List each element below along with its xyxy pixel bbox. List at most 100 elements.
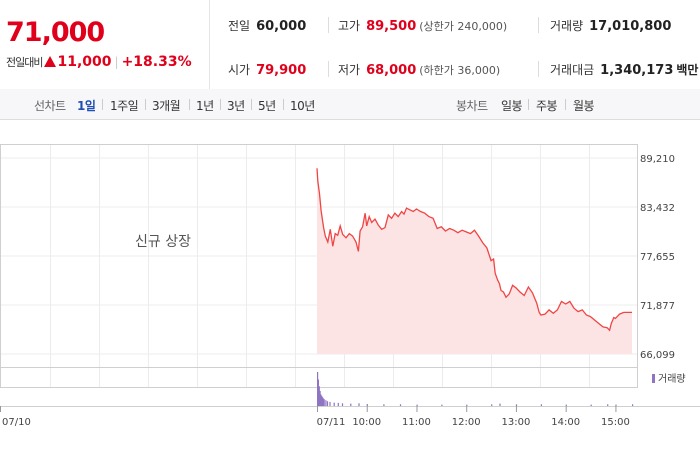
tab-weekly-candle[interactable]: 주봉 (536, 99, 558, 113)
tab-monthly-candle[interactable]: 월봉 (573, 99, 595, 113)
volume-bar (383, 404, 385, 406)
volume-bar (318, 386, 320, 406)
tab-5y[interactable]: 5년 (258, 99, 276, 113)
volume-bar (358, 403, 360, 406)
up-triangle-icon (44, 56, 57, 67)
volume-bar (416, 404, 418, 406)
stat-divider (328, 17, 329, 33)
volume-bar (329, 401, 331, 406)
x-tick-label: 12:00 (452, 417, 481, 428)
current-price: 71,000 (6, 17, 105, 48)
stat-value: 60,000 (256, 19, 307, 34)
price-line (316, 168, 632, 332)
stat-sub: (하한가 36,000) (419, 64, 501, 77)
tab-1w[interactable]: 1주일 (110, 99, 139, 113)
volume-bar (321, 395, 323, 406)
volume-bar (491, 404, 493, 406)
y-tick-label: 71,877 (640, 301, 675, 312)
stat-divider (328, 61, 329, 77)
volume-bars (317, 372, 634, 406)
volume-bar (515, 404, 518, 406)
volume-bar (333, 402, 335, 406)
stat-prev-close: 전일 60,000 (228, 17, 306, 34)
stat-unit: 백만 (676, 63, 699, 77)
volume-bar (317, 372, 319, 406)
stat-value: 79,900 (256, 63, 307, 78)
stat-value: 89,500 (366, 19, 417, 34)
change-rate: +18.33% (121, 54, 192, 70)
stat-label: 저가 (338, 63, 361, 77)
tab-1y[interactable]: 1년 (196, 99, 214, 113)
stat-open: 시가 79,900 (228, 61, 306, 78)
x-tick-label: 07/11 (317, 417, 346, 428)
tab-divider (189, 99, 190, 110)
y-tick-label: 66,099 (640, 350, 675, 361)
volume-bar (615, 404, 617, 406)
x-axis-labels: 07/10 07/11 10:00 11:00 12:00 13:00 14:00 15:00 (0, 406, 630, 428)
line-chart-label: 선차트 (34, 99, 66, 113)
stat-label: 거래량 (550, 19, 584, 33)
stat-label: 거래대금 (550, 63, 595, 77)
stat-value: 17,010,800 (589, 19, 672, 34)
tab-3m[interactable]: 3개월 (152, 99, 181, 113)
stat-value: 68,000 (366, 63, 417, 78)
stat-sub: (상한가 240,000) (419, 20, 508, 33)
volume-bar (499, 403, 501, 406)
listing-annotation: 신규 상장 (135, 234, 191, 250)
volume-bar (565, 404, 567, 406)
volume-bar (441, 404, 443, 406)
volume-bar (322, 397, 324, 406)
volume-bar (325, 400, 327, 406)
change-amount: 11,000 (57, 54, 112, 70)
tab-divider (283, 99, 284, 110)
y-axis-labels: 89,210 83,432 77,655 71,877 66,099 (640, 154, 675, 361)
tab-daily-candle[interactable]: 일봉 (501, 99, 523, 113)
volume-bar (319, 391, 321, 406)
stat-trade-value: 거래대금 1,340,173 백만 (550, 61, 698, 78)
y-tick-label: 83,432 (640, 203, 675, 214)
tab-divider (251, 99, 252, 110)
volume-bar (632, 404, 634, 406)
volume-bar (322, 398, 324, 406)
volume-bar (607, 404, 609, 406)
tab-10y[interactable]: 10년 (290, 99, 315, 113)
volume-bar (590, 404, 592, 406)
change-divider: | (114, 55, 119, 69)
stat-volume: 거래량 17,010,800 (550, 17, 671, 34)
tab-1d[interactable]: 1일 (77, 99, 96, 113)
tab-divider (102, 99, 103, 110)
stat-high: 고가 89,500 (상한가 240,000) (338, 17, 507, 34)
stat-low: 저가 68,000 (하한가 36,000) (338, 61, 500, 78)
tab-3y[interactable]: 3년 (227, 99, 245, 113)
x-tick-label: 11:00 (402, 417, 431, 428)
tab-divider (145, 99, 146, 110)
y-tick-label: 89,210 (640, 154, 675, 165)
volume-bar (540, 404, 542, 406)
stat-divider (538, 17, 539, 33)
price-chart: 89,210 83,432 77,655 71,877 66,099 신규 상장 거래량… (0, 144, 700, 428)
volume-bar (323, 399, 325, 406)
tab-divider (220, 99, 221, 110)
volume-bar (326, 401, 329, 406)
stat-label: 고가 (338, 19, 361, 33)
stat-divider (538, 61, 539, 77)
x-tick-label: 10:00 (352, 417, 381, 428)
volume-bar (341, 403, 344, 406)
volume-bar (337, 402, 339, 406)
chart-tab-bar: 선차트 1일 1주일 3개월 1년 3년 5년 10년 봉차트 일봉 주봉 월봉 (0, 89, 700, 120)
volume-bar (466, 404, 468, 406)
volume-bar (317, 379, 319, 406)
candle-chart-label: 봉차트 (456, 99, 488, 113)
y-tick-label: 77,655 (640, 252, 675, 263)
stat-value: 1,340,173 (600, 63, 674, 78)
tab-divider (565, 99, 566, 110)
quote-header: 71,000 전일대비 11,000 | +18.33% 전일 60,000 고가 89,… (0, 0, 700, 90)
volume-legend-label: 거래량 (658, 373, 686, 385)
price-box: 71,000 전일대비 11,000 | +18.33% (0, 0, 210, 89)
change-label: 전일대비 (6, 56, 43, 69)
volume-legend-swatch (652, 374, 655, 383)
volume-bar (320, 394, 322, 406)
change-row: 전일대비 11,000 | +18.33% (6, 54, 192, 70)
x-tick-label: 13:00 (502, 417, 531, 428)
volume-bar (366, 404, 368, 406)
